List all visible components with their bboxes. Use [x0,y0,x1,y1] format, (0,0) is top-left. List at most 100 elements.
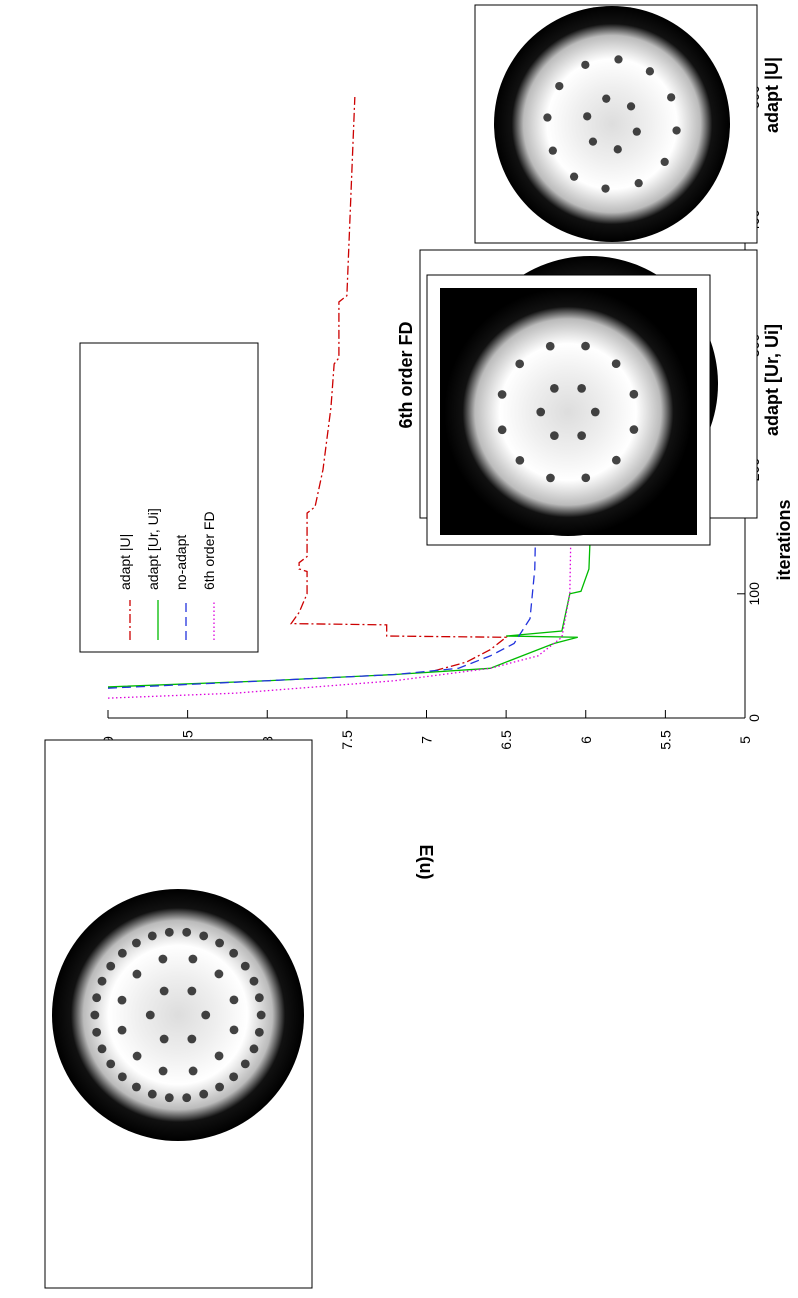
inset-disk [494,6,730,242]
vortex [229,1025,239,1035]
legend-label: no-adapt [173,535,189,590]
vortex [611,455,621,465]
vortex [629,389,639,399]
vortex [164,1093,174,1103]
vortex [626,102,636,111]
vortex [590,407,600,417]
vortex [188,954,198,964]
vortex [201,1010,211,1020]
vortex [117,948,127,958]
y-tick-label: 5.5 [657,730,673,750]
y-tick-label: 6.5 [498,730,514,750]
vortex [249,1044,259,1054]
x-tick-label: 100 [746,582,762,606]
vortex [199,931,209,941]
vortex [229,1072,239,1082]
vortex [229,995,239,1005]
series-line [107,407,574,699]
vortex [159,986,169,996]
vortex [215,938,224,948]
vortex [581,60,590,69]
vortex [199,1089,209,1099]
vortex [97,1044,107,1054]
vortex [634,179,643,188]
y-tick-label: 5 [737,736,753,744]
vortex [550,384,559,393]
vortex [515,359,525,369]
vortex [256,1010,266,1020]
vortex [545,341,555,351]
vortex [164,927,174,937]
vortex [548,146,557,155]
vortex [159,1034,169,1044]
vortex [117,995,127,1005]
vortex [588,137,598,146]
vortex [106,1059,116,1069]
vortex [577,384,586,393]
vortex [254,993,264,1003]
legend-label: 6th order FD [201,511,217,590]
vortex [543,113,552,122]
inset-label: adapt [Ur, Ui] [762,324,782,436]
vortex [132,1082,141,1092]
vortex [92,1027,102,1037]
legend-box [79,342,259,653]
vortex [182,927,192,937]
series-line [289,96,508,672]
vortex [92,993,102,1003]
vortex [158,954,168,964]
y-tick-label: 7.5 [339,730,355,750]
vortex [214,1051,224,1061]
vortex [581,473,591,483]
vortex [515,455,525,465]
vortex [187,1034,197,1044]
vortex [632,127,641,136]
vortex [497,390,507,399]
vortex [613,145,622,154]
vortex [550,431,559,440]
inset-disk [444,288,692,536]
vortex [660,157,669,167]
vortex [536,407,546,417]
vortex [667,93,676,102]
vortex [569,172,579,181]
inset-disk [52,889,304,1141]
vortex [97,976,107,986]
y-tick-label: 6 [578,736,594,744]
vortex [254,1027,264,1037]
vortex [147,931,157,941]
vortex [581,341,590,351]
vortex [188,1066,198,1076]
vortex [240,961,250,971]
vortex [555,81,564,91]
vortex [240,1059,250,1069]
legend-label: adapt [Ur, Ui] [145,508,161,590]
vortex [215,1082,224,1092]
vortex [602,94,611,103]
vortex [629,425,639,434]
vortex [546,473,555,483]
y-axis-label: E(u) [416,845,436,880]
vortex [145,1010,155,1020]
legend-label: adapt |U| [117,534,133,590]
vortex [601,184,610,193]
vortex [182,1093,192,1103]
vortex [106,961,116,971]
vortex [132,969,142,979]
vortex [117,1025,127,1035]
vortex [672,126,681,135]
vortex [577,431,586,440]
series-line [107,407,539,689]
vortex [249,976,259,986]
x-axis-label: iterations [774,499,794,580]
vortex [614,55,623,64]
vortex [90,1010,100,1020]
vortex [497,425,507,435]
vortex [611,359,621,369]
insets: adapt |U| adapt [Ur, Ui] 6th order FD [44,4,782,1289]
vortex [117,1072,127,1082]
vortex [147,1089,157,1099]
vortex [187,986,197,996]
vortex [583,112,592,121]
